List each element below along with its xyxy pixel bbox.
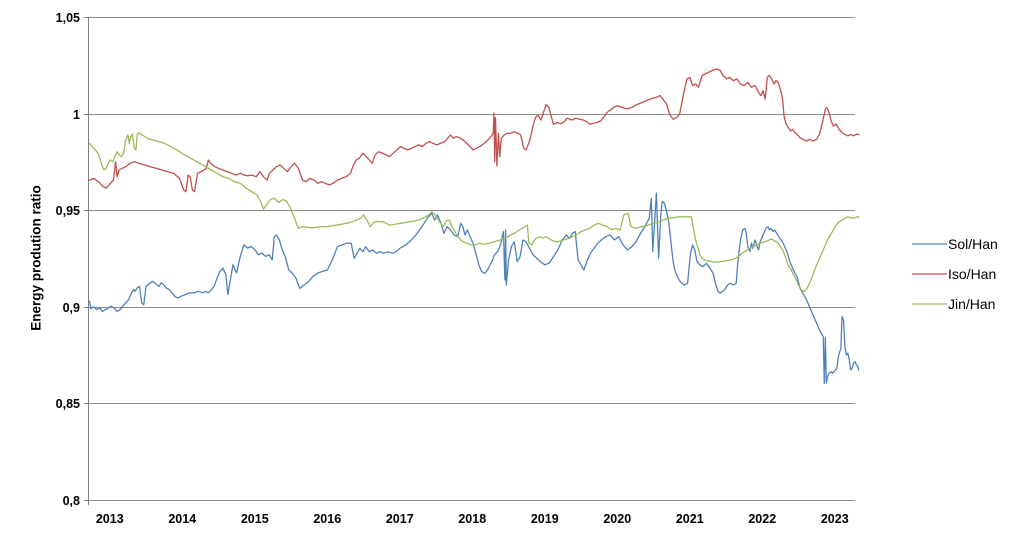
x-axis-year-label: 2018 xyxy=(458,512,486,526)
x-axis-year-label: 2015 xyxy=(241,512,269,526)
legend-line-swatch xyxy=(912,303,947,305)
y-tick-label: 0,9 xyxy=(63,301,80,315)
x-axis-year-label: 2014 xyxy=(168,512,196,526)
legend-item-sol-han: Sol/Han xyxy=(912,229,998,259)
legend-label: Sol/Han xyxy=(948,236,998,252)
x-axis-year-label: 2023 xyxy=(821,512,849,526)
legend-line-swatch xyxy=(912,273,947,275)
series-line-sol-han xyxy=(88,192,860,384)
series-line-jin-han xyxy=(88,132,860,293)
x-axis-year-label: 2017 xyxy=(386,512,414,526)
y-tick-label: 1 xyxy=(73,108,80,122)
legend-label: Iso/Han xyxy=(948,266,997,282)
x-axis-year-label: 2013 xyxy=(96,512,124,526)
legend-item-iso-han: Iso/Han xyxy=(912,259,998,289)
y-tick-label: 0,8 xyxy=(63,494,80,508)
y-tick-label: 0,85 xyxy=(56,397,80,411)
x-axis-year-label: 2020 xyxy=(603,512,631,526)
legend-label: Jin/Han xyxy=(948,296,996,312)
series-line-iso-han xyxy=(88,68,860,193)
x-axis-year-label: 2019 xyxy=(531,512,559,526)
legend: Sol/Han Iso/Han Jin/Han xyxy=(912,229,998,319)
legend-item-jin-han: Jin/Han xyxy=(912,289,998,319)
x-axis-year-label: 2022 xyxy=(748,512,776,526)
x-axis-year-label: 2021 xyxy=(676,512,704,526)
x-axis-year-label: 2016 xyxy=(313,512,341,526)
y-tick-label: 0,95 xyxy=(56,204,80,218)
legend-line-swatch xyxy=(912,243,947,245)
y-tick-label: 1,05 xyxy=(56,11,80,25)
